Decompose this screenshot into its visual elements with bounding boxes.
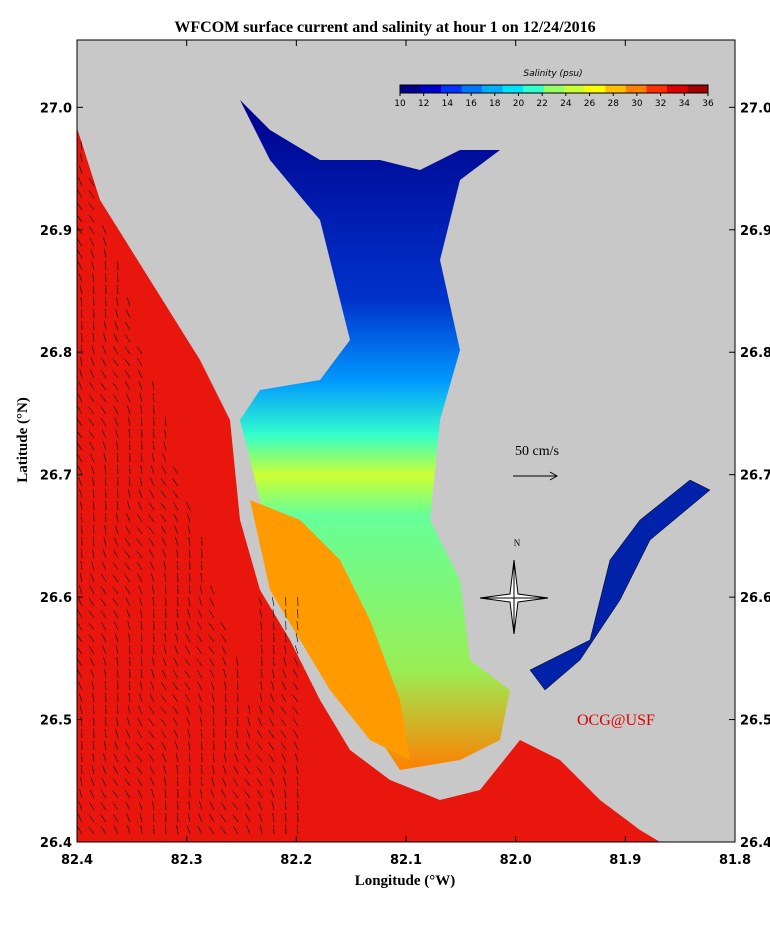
y-axis-label: Latitude (°N) bbox=[15, 397, 31, 483]
colorbar-tick-label: 14 bbox=[442, 99, 454, 109]
y-tick-label: 26.7 bbox=[740, 469, 770, 484]
x-axis-label: Longitude (°W) bbox=[355, 873, 456, 889]
y-tick-label: 26.8 bbox=[40, 346, 72, 361]
title: WFCOM surface current and salinity at ho… bbox=[174, 19, 595, 36]
y-tick-label: 26.9 bbox=[740, 224, 770, 239]
x-tick-label: 82.3 bbox=[171, 853, 203, 868]
colorbar-swatch bbox=[646, 85, 667, 93]
y-tick-label: 26.5 bbox=[40, 714, 72, 729]
y-tick-label: 26.7 bbox=[40, 469, 72, 484]
colorbar-swatch bbox=[523, 85, 544, 93]
colorbar-swatch bbox=[687, 85, 708, 93]
colorbar-swatch bbox=[564, 85, 585, 93]
colorbar-label: Salinity (psu) bbox=[523, 69, 582, 79]
colorbar-swatch bbox=[605, 85, 626, 93]
colorbar-swatch bbox=[585, 85, 606, 93]
credit: OCG@USF bbox=[577, 712, 655, 729]
colorbar-tick-label: 28 bbox=[608, 99, 620, 109]
colorbar-swatch bbox=[667, 85, 688, 93]
x-tick-label: 81.9 bbox=[609, 853, 641, 868]
colorbar-tick-label: 18 bbox=[489, 99, 501, 109]
colorbar-tick-label: 22 bbox=[536, 99, 547, 109]
y-tick-label: 26.8 bbox=[740, 346, 770, 361]
x-tick-label: 82.4 bbox=[61, 853, 93, 868]
colorbar-tick-label: 24 bbox=[560, 99, 572, 109]
compass-label: N bbox=[514, 538, 521, 548]
colorbar-swatch bbox=[441, 85, 462, 93]
y-tick-label: 26.9 bbox=[40, 224, 72, 239]
colorbar-tick-label: 12 bbox=[418, 99, 429, 109]
scale-label: 50 cm/s bbox=[515, 444, 559, 459]
y-tick-label: 26.6 bbox=[740, 591, 770, 606]
y-tick-label: 27.0 bbox=[740, 101, 770, 116]
x-tick-label: 81.8 bbox=[719, 853, 751, 868]
x-tick-label: 82.2 bbox=[280, 853, 312, 868]
colorbar-tick-label: 10 bbox=[394, 99, 406, 109]
colorbar-tick-label: 26 bbox=[584, 99, 596, 109]
x-tick-label: 82.1 bbox=[390, 853, 422, 868]
colorbar-swatch bbox=[400, 85, 421, 93]
colorbar-tick-label: 34 bbox=[679, 99, 691, 109]
y-tick-label: 27.0 bbox=[40, 101, 72, 116]
colorbar-swatch bbox=[482, 85, 503, 93]
colorbar-swatch bbox=[503, 85, 524, 93]
colorbar-swatch bbox=[544, 85, 565, 93]
y-tick-label: 26.4 bbox=[740, 836, 770, 851]
colorbar-swatch bbox=[462, 85, 483, 93]
colorbar-tick-label: 32 bbox=[655, 99, 666, 109]
colorbar-swatch bbox=[626, 85, 647, 93]
x-tick-label: 82.0 bbox=[500, 853, 532, 868]
colorbar-tick-label: 30 bbox=[631, 99, 643, 109]
colorbar-swatch bbox=[421, 85, 442, 93]
colorbar-tick-label: 16 bbox=[465, 99, 477, 109]
y-tick-label: 26.6 bbox=[40, 591, 72, 606]
y-tick-label: 26.5 bbox=[740, 714, 770, 729]
colorbar-tick-label: 20 bbox=[513, 99, 525, 109]
y-tick-label: 26.4 bbox=[40, 836, 72, 851]
colorbar-tick-label: 36 bbox=[702, 99, 714, 109]
